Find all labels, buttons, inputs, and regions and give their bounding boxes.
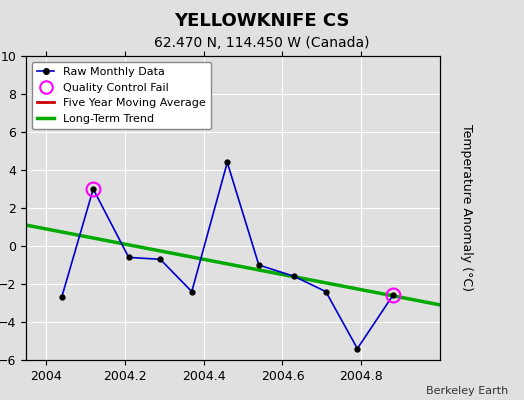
Text: YELLOWKNIFE CS: YELLOWKNIFE CS <box>174 12 350 30</box>
Y-axis label: Temperature Anomaly (°C): Temperature Anomaly (°C) <box>460 124 473 292</box>
Text: 62.470 N, 114.450 W (Canada): 62.470 N, 114.450 W (Canada) <box>154 36 370 50</box>
Text: Berkeley Earth: Berkeley Earth <box>426 386 508 396</box>
Legend: Raw Monthly Data, Quality Control Fail, Five Year Moving Average, Long-Term Tren: Raw Monthly Data, Quality Control Fail, … <box>32 62 211 129</box>
